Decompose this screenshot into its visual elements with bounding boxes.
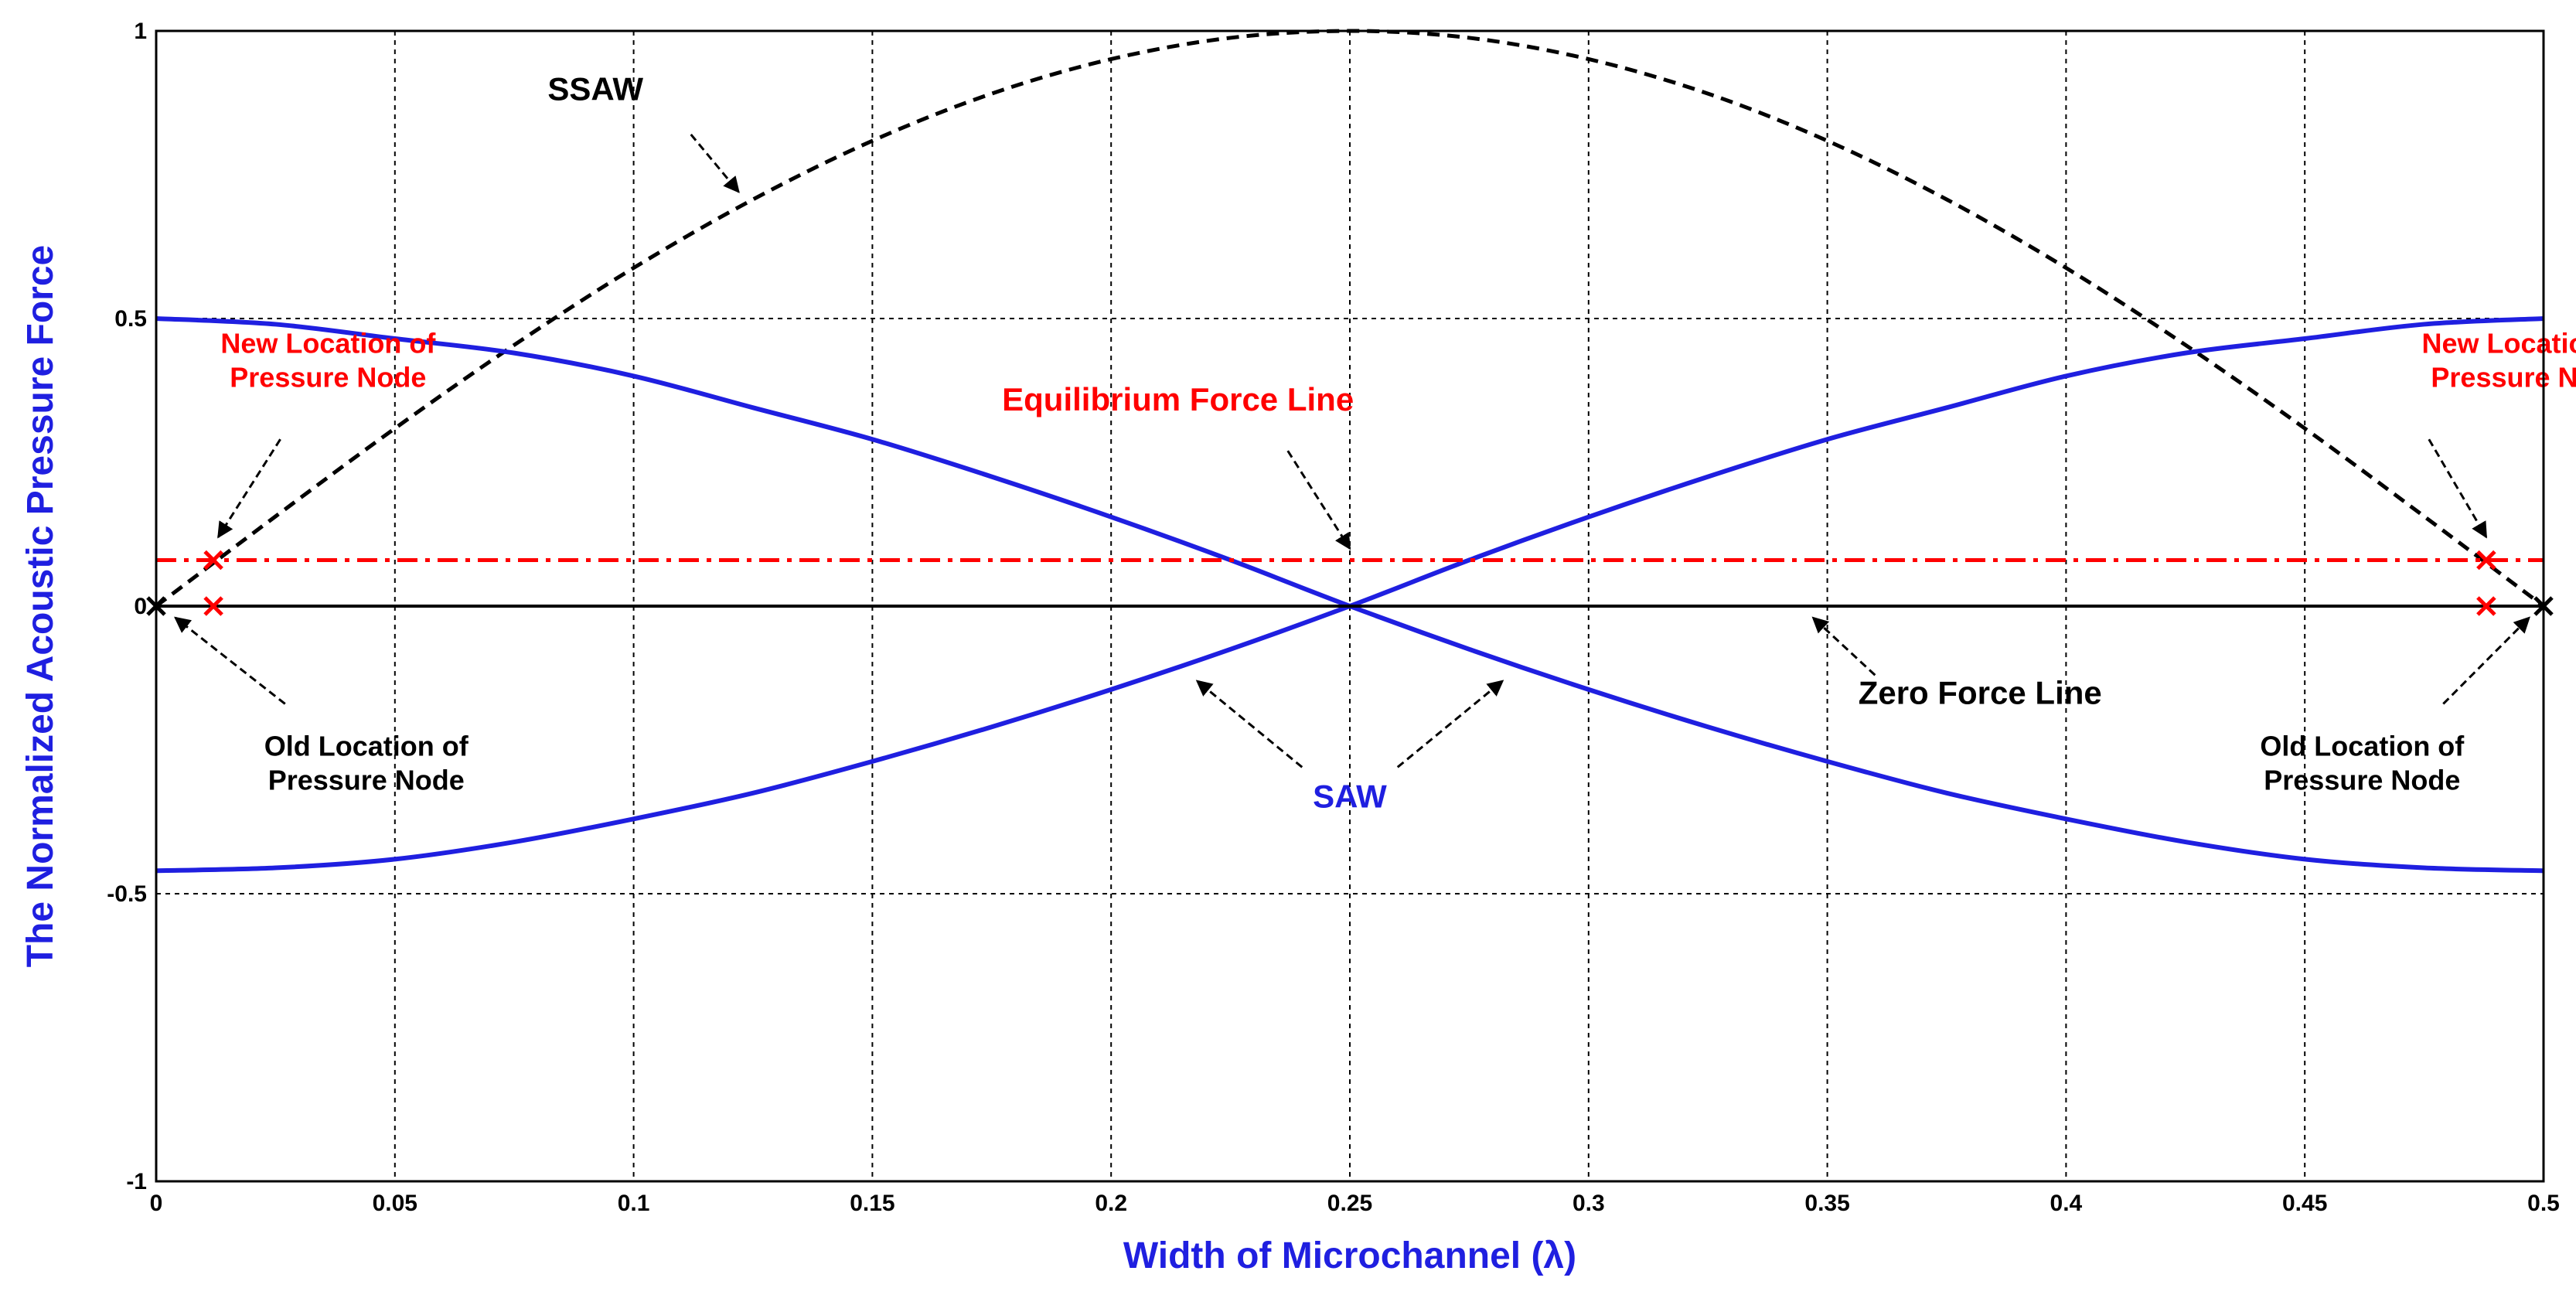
marker-old-red-right — [2476, 596, 2496, 616]
annotation-text: Pressure Node — [2431, 362, 2576, 394]
annotation-text: New Location of — [2421, 328, 2576, 359]
annotation-arrow — [2428, 438, 2488, 539]
plot-frame — [155, 29, 2545, 1183]
annotation-text: SAW — [1313, 778, 1387, 814]
annotation-arrow — [1811, 616, 1876, 676]
x-tick-label: 0 — [150, 1191, 163, 1216]
annotation-arrow — [174, 616, 286, 705]
y-tick-label: 0 — [134, 594, 147, 619]
annotation-arrow — [690, 133, 740, 193]
annotation-text: New Location of — [220, 328, 436, 359]
x-tick-label: 0.35 — [1804, 1191, 1849, 1216]
annotation-ssaw-label: SSAW — [547, 70, 740, 193]
y-tick-label: 1 — [134, 19, 147, 44]
marker-stroke — [203, 596, 223, 616]
x-tick-label: 0.15 — [850, 1191, 894, 1216]
annotation-text: Old Location of — [2260, 730, 2465, 762]
y-tick-label: 0.5 — [114, 306, 147, 332]
x-tick-label: 0.25 — [1327, 1191, 1372, 1216]
x-tick-label: 0.4 — [2050, 1191, 2083, 1216]
annotation-text: Pressure Node — [2264, 764, 2460, 796]
annotation-text: Pressure Node — [268, 764, 465, 796]
annotation-arrow — [217, 438, 281, 539]
x-tick-label: 0.1 — [618, 1191, 650, 1216]
x-axis-title: Width of Microchannel (λ) — [1123, 1235, 1576, 1276]
marker-stroke — [2476, 550, 2496, 571]
annotation-equilibrium-label: Equilibrium Force Line — [1002, 381, 1354, 550]
annotation-arrow — [1195, 680, 1303, 768]
annotation-text: Old Location of — [264, 730, 469, 762]
annotation-text: Zero Force Line — [1859, 674, 2102, 710]
x-tick-label: 0.2 — [1095, 1191, 1127, 1216]
marker-old-red-left — [203, 596, 223, 616]
x-tick-label: 0.45 — [2282, 1191, 2327, 1216]
annotation-text: Pressure Node — [230, 362, 426, 394]
x-tick-label: 0.5 — [2527, 1191, 2560, 1216]
annotation-text: SSAW — [547, 70, 643, 107]
x-tick-label: 0.3 — [1573, 1191, 1605, 1216]
y-tick-label: -1 — [126, 1169, 147, 1194]
annotation-arrow — [1286, 450, 1351, 550]
series-layer — [155, 29, 2545, 874]
marker-new-node-right — [2476, 550, 2496, 571]
annotation-zero-force-label: Zero Force Line — [1811, 616, 2102, 710]
annotation-saw-label: SAW — [1195, 680, 1387, 814]
marker-new-node-left — [203, 550, 223, 571]
marker-stroke — [203, 550, 223, 571]
annotation-arrow — [2442, 616, 2530, 705]
annotation-text: Equilibrium Force Line — [1002, 381, 1354, 417]
marker-stroke — [2476, 596, 2496, 616]
y-tick-label: -0.5 — [107, 881, 147, 907]
y-axis-title: The Normalized Acoustic Pressure Force — [20, 245, 61, 968]
tick-labels: 0 0.05 0.1 0.15 0.2 0.25 0.3 0.35 0.4 0.45 0.5 -1 -0… — [107, 19, 2560, 1216]
annotation-arrow — [1396, 680, 1504, 768]
x-tick-label: 0.05 — [373, 1191, 417, 1216]
annotation-saw-label-arrow-2 — [1396, 680, 1504, 768]
